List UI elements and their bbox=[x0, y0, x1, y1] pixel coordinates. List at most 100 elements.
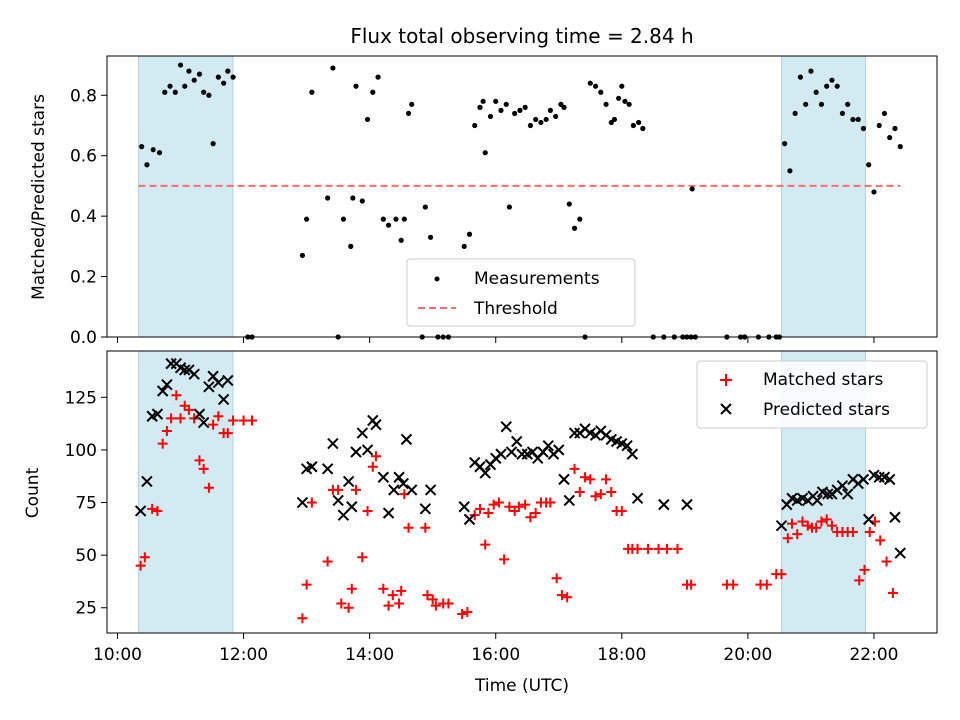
matched-star-point bbox=[483, 508, 494, 519]
matched-star-point bbox=[480, 539, 491, 550]
matched-star-point bbox=[457, 609, 468, 620]
shaded-interval bbox=[138, 350, 234, 634]
matched-star-point bbox=[590, 491, 601, 502]
measurement-point bbox=[845, 101, 851, 107]
legend-predicted-marker bbox=[720, 403, 732, 415]
measurement-point bbox=[787, 168, 793, 174]
measurement-point bbox=[385, 222, 392, 228]
bottom-legend-box bbox=[696, 360, 928, 429]
measurement-point bbox=[630, 122, 636, 129]
matched-star-point bbox=[672, 543, 683, 554]
matched-star-point bbox=[574, 487, 585, 497]
top-y-tick-label: 0.4 bbox=[70, 207, 97, 227]
measurement-point bbox=[487, 113, 494, 120]
matched-star-point bbox=[213, 411, 224, 422]
matched-star-point bbox=[362, 505, 373, 516]
predicted-star-point bbox=[321, 463, 334, 475]
measurement-point bbox=[139, 144, 145, 150]
measurement-point bbox=[834, 83, 840, 89]
matched-star-point bbox=[826, 520, 837, 531]
measurement-point bbox=[860, 125, 867, 132]
measurement-point bbox=[616, 95, 622, 101]
predicted-star-point bbox=[479, 467, 491, 479]
matched-star-point bbox=[530, 508, 541, 519]
matched-star-point bbox=[343, 602, 354, 613]
measurement-point bbox=[370, 89, 376, 95]
matched-star-point bbox=[661, 543, 672, 554]
measurement-point bbox=[493, 98, 499, 104]
measurement-point bbox=[881, 110, 888, 117]
measurement-point bbox=[547, 107, 553, 113]
measurement-point bbox=[409, 101, 415, 107]
top-legend: Measurements Threshold bbox=[406, 258, 636, 327]
matched-star-point bbox=[152, 505, 163, 516]
predicted-star-point bbox=[500, 421, 512, 433]
matched-star-point bbox=[135, 560, 146, 571]
matched-star-point bbox=[474, 503, 485, 514]
measurement-point bbox=[380, 216, 386, 222]
measurement-point bbox=[348, 243, 354, 249]
predicted-star-point bbox=[350, 446, 362, 458]
matched-star-point bbox=[776, 569, 787, 580]
matched-star-point bbox=[208, 419, 219, 430]
predicted-star-point bbox=[658, 498, 670, 511]
measurement-point bbox=[353, 83, 359, 89]
measurement-point bbox=[364, 116, 371, 123]
measurement-point bbox=[206, 92, 212, 98]
matched-star-point bbox=[336, 598, 347, 609]
measurement-point bbox=[172, 89, 178, 95]
matched-star-point bbox=[556, 590, 567, 601]
measurement-point bbox=[689, 186, 695, 192]
bottom-x-ticks: 10:00 12:00 14:00 16:00 18:00 20:00 22:00 bbox=[93, 633, 898, 665]
matched-star-point bbox=[585, 474, 596, 485]
matched-star-point bbox=[761, 579, 772, 590]
predicted-star-point bbox=[542, 439, 554, 452]
top-legend-box bbox=[406, 258, 636, 327]
measurement-point bbox=[818, 101, 825, 107]
top-y-tick-label: 0.6 bbox=[70, 147, 97, 167]
predicted-star-point bbox=[382, 507, 395, 519]
top-x-ticks bbox=[117, 337, 875, 343]
measurement-point bbox=[472, 122, 478, 129]
predicted-star-point bbox=[863, 513, 875, 526]
measurement-point bbox=[398, 237, 404, 243]
matched-star-point bbox=[616, 505, 627, 516]
measurement-point bbox=[191, 77, 197, 83]
measurement-point bbox=[340, 216, 346, 222]
x-tick-label: 14:00 bbox=[345, 645, 394, 665]
matched-star-point bbox=[551, 573, 562, 584]
x-tick-label: 10:00 bbox=[93, 645, 142, 665]
x-tick-label: 12:00 bbox=[219, 645, 268, 665]
bottom-axes-frame bbox=[106, 350, 938, 634]
measurement-point bbox=[156, 150, 163, 156]
matched-star-point bbox=[601, 474, 612, 485]
matched-star-point bbox=[545, 497, 556, 508]
measurement-point bbox=[325, 195, 331, 201]
x-tick-label: 18:00 bbox=[597, 645, 646, 665]
measurement-point bbox=[522, 104, 528, 110]
matched-star-point bbox=[297, 613, 308, 624]
measurement-point bbox=[215, 74, 221, 80]
matched-star-point bbox=[161, 425, 172, 436]
matched-star-point bbox=[488, 499, 499, 510]
measurement-point bbox=[506, 204, 512, 210]
measurement-point bbox=[144, 162, 150, 168]
matched-star-point bbox=[854, 575, 865, 586]
matched-star-point bbox=[396, 585, 407, 596]
predicted-star-point bbox=[397, 477, 409, 490]
measurement-point bbox=[887, 134, 893, 141]
measurement-point bbox=[225, 68, 231, 74]
bottom-y-tick-label: 125 bbox=[65, 388, 97, 408]
measurement-point bbox=[892, 125, 898, 132]
predicted-star-point bbox=[516, 448, 528, 460]
measurement-point bbox=[309, 89, 315, 95]
predicted-star-point bbox=[151, 408, 164, 420]
matched-star-point bbox=[513, 501, 524, 512]
predicted-star-point bbox=[511, 435, 523, 448]
predicted-star-point bbox=[156, 385, 169, 397]
bottom-y-tick-label: 75 bbox=[75, 494, 97, 514]
measurement-point bbox=[553, 113, 559, 120]
x-tick-label: 22:00 bbox=[849, 645, 898, 665]
measurement-point bbox=[304, 216, 310, 222]
measurement-point bbox=[797, 74, 804, 80]
